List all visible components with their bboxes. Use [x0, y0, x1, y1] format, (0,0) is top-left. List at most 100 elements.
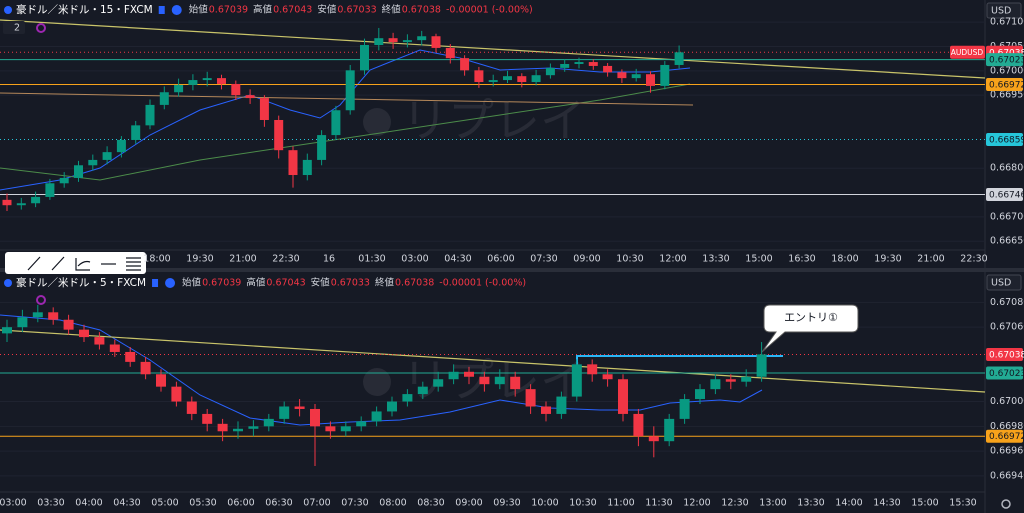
x-tick-label: 18:00	[143, 254, 170, 265]
ohlc-value: 0.67043	[266, 278, 305, 289]
price-label: 0.66746	[989, 190, 1024, 200]
candle-body	[2, 199, 12, 206]
candle-body	[464, 371, 474, 377]
candle-body	[618, 379, 628, 414]
x-tick-label: 13:00	[759, 498, 786, 509]
settings-icon[interactable]	[1001, 499, 1011, 509]
price-label: 0.66972	[989, 432, 1024, 442]
x-tick-label: 12:00	[683, 498, 710, 509]
candle-body	[294, 406, 305, 409]
ohlc-label: 始値	[189, 4, 209, 16]
currency-button[interactable]	[986, 274, 1022, 291]
trend-line	[0, 19, 986, 79]
indicator-count: 2	[14, 23, 20, 34]
candle-body	[541, 406, 551, 414]
symbol-icon	[4, 6, 12, 14]
candle-body	[16, 203, 26, 206]
candle-body	[274, 119, 284, 151]
indicator-toggle[interactable]	[3, 21, 25, 34]
x-tick-label: 14:00	[835, 498, 862, 509]
x-tick-label: 12:00	[659, 254, 686, 265]
x-tick-label: 16	[323, 254, 335, 265]
candle-body	[94, 337, 105, 345]
candle-body	[45, 183, 55, 197]
ohlc-value: 0.67039	[209, 5, 248, 16]
candle-body	[494, 376, 505, 385]
candle-body	[371, 411, 382, 422]
candle-body	[474, 70, 484, 83]
price-label: 0.66859	[989, 135, 1024, 145]
symbol-title: 豪ドル／米ドル・5・FXCM	[16, 276, 146, 289]
candle-body	[217, 423, 228, 432]
candle-body	[417, 386, 428, 395]
candle-body	[710, 379, 721, 390]
candle-body	[741, 376, 752, 382]
x-tick-label: 10:00	[531, 498, 558, 509]
candle-body	[360, 45, 369, 71]
ohlc-value: 0.67033	[331, 278, 370, 289]
price-label: 0.67038	[989, 350, 1024, 360]
ohlc-value: 0.67033	[337, 5, 376, 16]
flag-icon	[158, 6, 165, 14]
candle-body	[545, 67, 555, 76]
candle-body	[116, 139, 126, 153]
x-tick-label: 15:00	[745, 254, 772, 265]
x-tick-label: 04:00	[75, 498, 102, 509]
change: -0.00001 (-0.00%)	[446, 5, 533, 16]
ohlc-label: 安値	[317, 4, 337, 16]
grid	[0, 21, 985, 477]
ohlc-value: 0.67039	[202, 278, 241, 289]
x-tick-label: 04:30	[444, 254, 471, 265]
candle-body	[202, 78, 212, 81]
x-tick-label: 08:30	[417, 498, 444, 509]
candle-body	[109, 344, 120, 352]
candle-body	[186, 401, 197, 414]
candle-body	[756, 354, 767, 377]
candle-body	[633, 413, 644, 437]
candle-body	[340, 426, 351, 432]
x-tick-label: 03:00	[401, 254, 428, 265]
x-tick-label: 18:00	[831, 254, 858, 265]
candle-body	[174, 84, 184, 93]
callout	[761, 304, 859, 353]
candle-body	[356, 421, 367, 427]
candle-body	[631, 74, 641, 79]
candle-body	[648, 436, 659, 442]
candle-body	[345, 70, 355, 111]
candle-body	[479, 376, 490, 385]
x-tick-label: 10:30	[569, 498, 596, 509]
symbol-tag: AUDUSD	[951, 48, 984, 57]
candle-body	[448, 371, 459, 380]
ohlc-value: 0.67038	[395, 278, 434, 289]
annotation: エントリ①	[784, 311, 838, 324]
x-tick-label: 03:30	[37, 498, 64, 509]
pane-separator	[0, 268, 1024, 272]
candle-body	[259, 98, 269, 120]
candles	[2, 27, 767, 466]
price-label-box	[986, 187, 1023, 201]
moving-average	[0, 83, 691, 181]
candle-body	[302, 159, 312, 176]
currency-button[interactable]	[986, 2, 1022, 19]
x-tick-label: 09:00	[455, 498, 482, 509]
x-tick-label: 06:00	[227, 498, 254, 509]
x-tick-label: 09:30	[493, 498, 520, 509]
candle-body	[88, 159, 98, 166]
candle-body	[417, 36, 427, 41]
replay-icon	[363, 368, 391, 396]
candle-body	[48, 312, 59, 320]
change: -0.00001 (-0.00%)	[439, 278, 526, 289]
price-label: 0.66972	[989, 80, 1024, 90]
candle-body	[171, 386, 182, 402]
x-tick-label: 06:00	[487, 254, 514, 265]
candle-body	[517, 76, 527, 83]
symbol-tag-box	[950, 45, 985, 59]
candle-body	[63, 319, 74, 330]
price-label-box	[986, 347, 1023, 361]
candle-body	[2, 327, 12, 334]
candle-body	[725, 379, 736, 382]
candle-body	[32, 312, 43, 318]
